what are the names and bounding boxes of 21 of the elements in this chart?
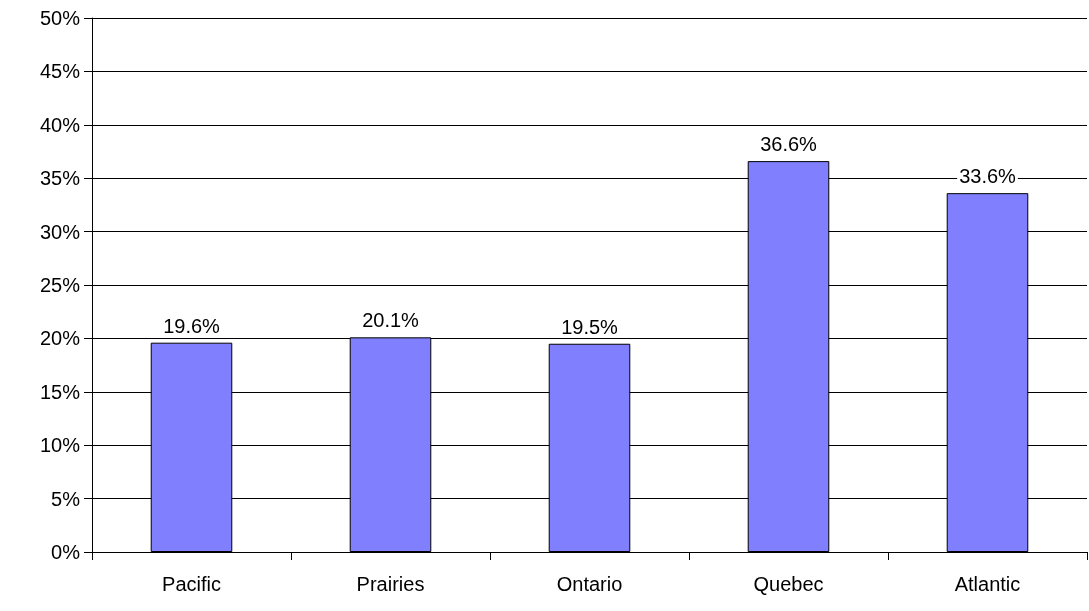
x-tick-label: Atlantic [954,573,1021,595]
y-tick-label: 50% [39,7,81,29]
x-tick-label: Pacific [162,573,221,595]
x-tick-label: Quebec [753,573,824,595]
y-tick-label: 25% [39,274,81,296]
y-tick-label: 40% [39,113,81,136]
y-tick-label: 45% [39,60,81,83]
y-tick-label: 10% [39,434,81,457]
y-tick-label: 15% [39,380,81,403]
y-tick-label: 0% [51,541,81,563]
data-label: 33.6% [959,165,1017,188]
data-label: 20.1% [362,309,420,332]
y-tick-label: 5% [51,487,81,510]
data-label: 19.5% [561,315,619,338]
data-label: 19.6% [163,314,221,337]
y-tick-label: 35% [39,167,81,190]
x-tick-label: Prairies [356,573,425,595]
y-tick-label: 20% [39,327,81,350]
x-tick-label: Ontario [556,573,623,595]
y-tick-label: 30% [39,220,81,243]
data-label: 36.6% [760,133,818,156]
